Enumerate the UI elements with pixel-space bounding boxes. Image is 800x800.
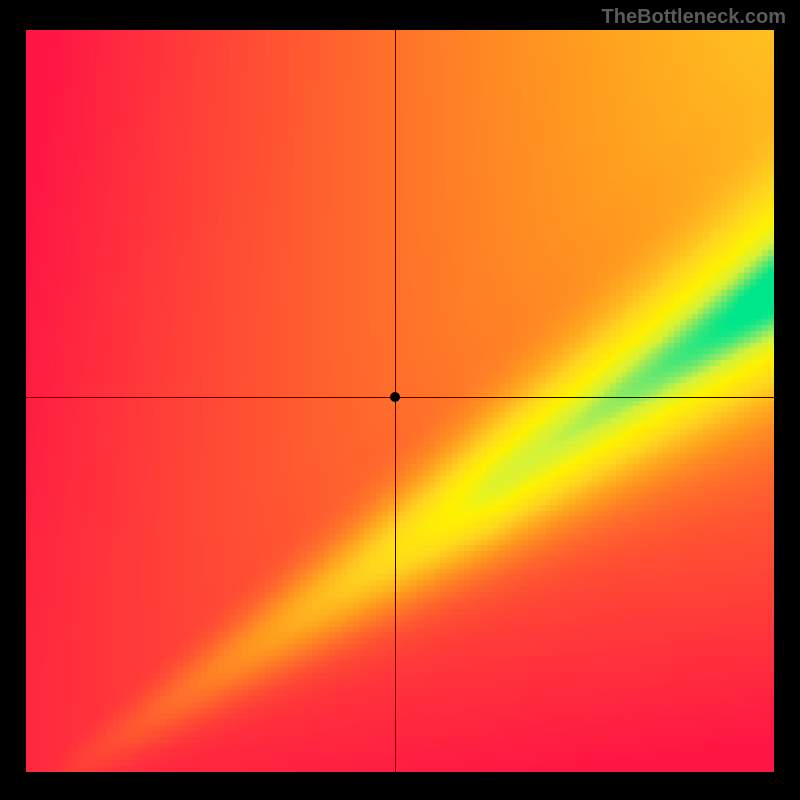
crosshair-horizontal [26, 397, 774, 398]
watermark-text: TheBottleneck.com [602, 6, 786, 29]
crosshair-marker [390, 392, 400, 402]
heatmap-canvas [26, 30, 774, 772]
bottleneck-heatmap [26, 30, 774, 772]
